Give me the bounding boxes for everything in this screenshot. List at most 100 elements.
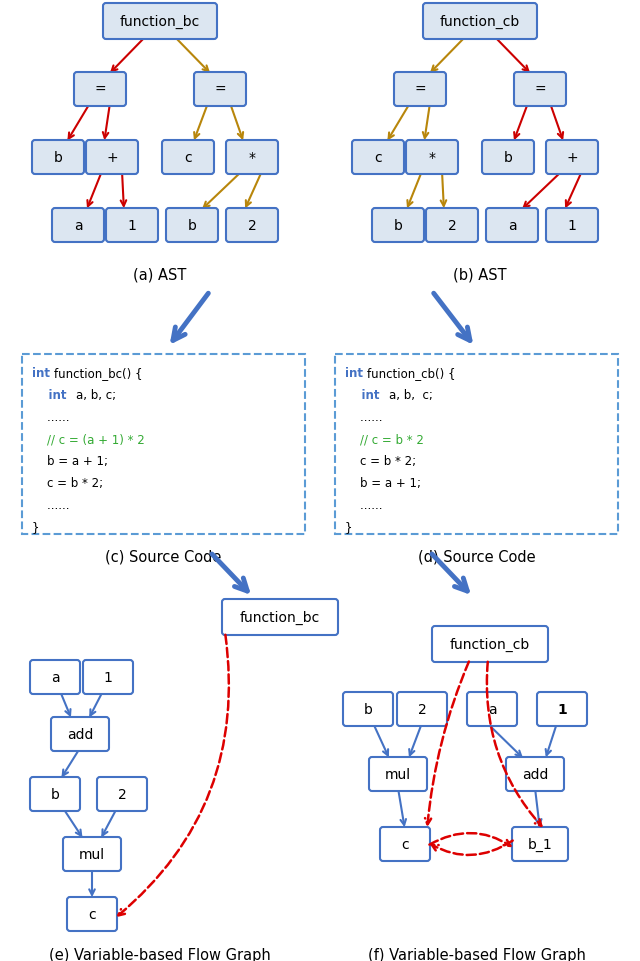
Text: c: c [88,907,96,921]
FancyArrowPatch shape [432,841,513,855]
Text: function_bc: function_bc [240,610,320,625]
FancyBboxPatch shape [397,692,447,727]
Text: ......: ...... [32,411,70,424]
FancyBboxPatch shape [335,355,618,534]
Text: int: int [345,367,367,381]
FancyBboxPatch shape [32,141,84,175]
Text: 2: 2 [248,219,257,233]
FancyBboxPatch shape [52,209,104,243]
FancyArrowPatch shape [118,635,229,916]
FancyBboxPatch shape [162,141,214,175]
Text: b: b [54,151,63,165]
Text: function_cb: function_cb [440,15,520,29]
FancyBboxPatch shape [51,717,109,752]
Text: function_cb() {: function_cb() { [367,367,456,381]
Text: (a) AST: (a) AST [133,268,187,283]
FancyBboxPatch shape [512,827,568,861]
Text: // c = b * 2: // c = b * 2 [345,433,424,446]
FancyArrowPatch shape [429,833,510,846]
Text: b_1: b_1 [527,837,552,851]
Text: 2: 2 [418,702,426,716]
Text: 2: 2 [118,787,126,801]
Text: a: a [508,219,516,233]
Text: b = a + 1;: b = a + 1; [345,477,421,490]
FancyBboxPatch shape [352,141,404,175]
Text: int: int [32,367,54,381]
Text: 1: 1 [104,671,113,684]
Text: +: + [566,151,578,165]
Text: a: a [488,702,496,716]
Text: (b) AST: (b) AST [453,268,507,283]
Text: function_bc() {: function_bc() { [54,367,143,381]
FancyBboxPatch shape [97,777,147,811]
Text: (c) Source Code: (c) Source Code [105,550,221,564]
Text: 1: 1 [127,219,136,233]
FancyBboxPatch shape [86,141,138,175]
FancyBboxPatch shape [482,141,534,175]
FancyBboxPatch shape [514,73,566,107]
FancyBboxPatch shape [30,777,80,811]
FancyBboxPatch shape [432,627,548,662]
Text: a, b,  c;: a, b, c; [389,389,433,402]
Text: 1: 1 [568,219,577,233]
Text: function_cb: function_cb [450,637,530,652]
FancyBboxPatch shape [74,73,126,107]
Text: =: = [94,83,106,97]
Text: add: add [67,727,93,741]
Text: }: } [345,521,353,534]
FancyBboxPatch shape [380,827,430,861]
Text: =: = [414,83,426,97]
FancyBboxPatch shape [546,141,598,175]
Text: }: } [32,521,40,534]
Text: b: b [394,219,403,233]
Text: ......: ...... [345,411,383,424]
Text: c = b * 2;: c = b * 2; [345,455,416,468]
Text: int: int [345,389,383,402]
FancyBboxPatch shape [103,4,217,40]
FancyBboxPatch shape [369,757,427,791]
Text: ......: ...... [32,499,70,512]
FancyBboxPatch shape [426,209,478,243]
Text: 2: 2 [447,219,456,233]
Text: a, b, c;: a, b, c; [76,389,116,402]
FancyBboxPatch shape [406,141,458,175]
Text: 1: 1 [557,702,567,716]
Text: (f) Variable-based Flow Graph: (f) Variable-based Flow Graph [368,947,586,961]
FancyBboxPatch shape [372,209,424,243]
FancyArrowPatch shape [425,662,469,825]
Text: ......: ...... [345,499,383,512]
FancyBboxPatch shape [67,897,117,931]
Text: =: = [214,83,226,97]
FancyBboxPatch shape [467,692,517,727]
FancyBboxPatch shape [423,4,537,40]
FancyBboxPatch shape [106,209,158,243]
Text: =: = [534,83,546,97]
Text: +: + [106,151,118,165]
FancyBboxPatch shape [394,73,446,107]
Text: *: * [429,151,435,165]
FancyBboxPatch shape [22,355,305,534]
FancyArrowPatch shape [487,662,541,826]
Text: c: c [401,837,409,851]
Text: mul: mul [79,847,105,861]
FancyBboxPatch shape [194,73,246,107]
FancyBboxPatch shape [546,209,598,243]
Text: b: b [504,151,513,165]
Text: (d) Source Code: (d) Source Code [418,550,536,564]
Text: (e) Variable-based Flow Graph: (e) Variable-based Flow Graph [49,947,271,961]
Text: add: add [522,767,548,781]
Text: c: c [374,151,382,165]
Text: int: int [32,389,70,402]
FancyBboxPatch shape [63,837,121,871]
FancyBboxPatch shape [30,660,80,694]
FancyBboxPatch shape [83,660,133,694]
Text: a: a [74,219,83,233]
FancyBboxPatch shape [486,209,538,243]
FancyBboxPatch shape [537,692,587,727]
FancyBboxPatch shape [343,692,393,727]
FancyBboxPatch shape [166,209,218,243]
Text: function_bc: function_bc [120,15,200,29]
Text: c = b * 2;: c = b * 2; [32,477,103,490]
Text: b = a + 1;: b = a + 1; [32,455,108,468]
Text: b: b [188,219,196,233]
